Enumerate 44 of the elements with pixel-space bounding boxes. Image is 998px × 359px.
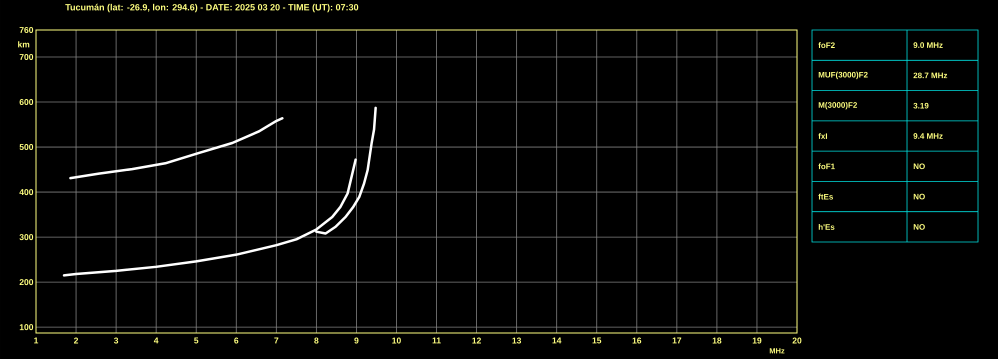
x-tick-label: 8 xyxy=(314,338,318,344)
y-tick-label: 300 xyxy=(19,234,34,240)
x-tick-label: 2 xyxy=(74,338,78,344)
x-tick-label: 14 xyxy=(552,338,562,344)
x-tick-label: 19 xyxy=(752,338,762,344)
x-tick-label: 18 xyxy=(712,338,722,344)
text: NO xyxy=(914,194,925,200)
x-tick-label: 10 xyxy=(392,338,401,344)
x-tick-label: 4 xyxy=(154,338,158,344)
y-tick-label: 100 xyxy=(20,324,34,330)
x-tick-label: 7 xyxy=(274,338,278,344)
x-tick-label: 12 xyxy=(472,338,481,344)
y-tick-label: 400 xyxy=(19,189,34,196)
text: 9.0 MHz xyxy=(913,42,943,48)
text: fxI xyxy=(818,133,828,139)
y-tick-label: 500 xyxy=(20,144,34,150)
y-tick-label: 200 xyxy=(20,279,34,286)
text: h'Es xyxy=(818,224,834,230)
text: 9.4 MHz xyxy=(913,133,943,139)
text: foF1 xyxy=(818,163,835,170)
y-tick-label: 760 xyxy=(20,26,34,33)
text: NO xyxy=(914,163,925,170)
x-tick-label: 6 xyxy=(234,338,238,344)
x-tick-label: 3 xyxy=(114,338,118,344)
x-tick-label: 5 xyxy=(194,338,198,344)
y-tick-label: 700 xyxy=(20,54,34,60)
x-tick-label: 17 xyxy=(672,338,682,344)
y-tick-label: 600 xyxy=(20,99,34,106)
chart-title: Tucumán (lat: -26.9, lon: 294.6) - DATE: 2025 03 20 - TIME (UT): 07:30 xyxy=(65,4,358,12)
text: 3.19 xyxy=(913,102,928,109)
x-tick-label: 15 xyxy=(592,338,602,344)
text: MUF(3000)F2 xyxy=(818,72,868,80)
x-tick-label: 16 xyxy=(632,338,642,344)
text: 28.7 MHz xyxy=(913,72,948,78)
text: M(3000)F2 xyxy=(818,102,858,110)
x-tick-label: 11 xyxy=(432,338,441,344)
y-axis-title: km xyxy=(18,41,30,48)
x-tick-label: 20 xyxy=(792,338,802,344)
x-tick-label: 1 xyxy=(34,338,38,344)
x-tick-label: 13 xyxy=(512,338,522,344)
x-tick-label: 9 xyxy=(354,338,358,344)
text: foF2 xyxy=(818,42,835,48)
text: NO xyxy=(914,224,925,230)
text: ftEs xyxy=(818,194,833,200)
